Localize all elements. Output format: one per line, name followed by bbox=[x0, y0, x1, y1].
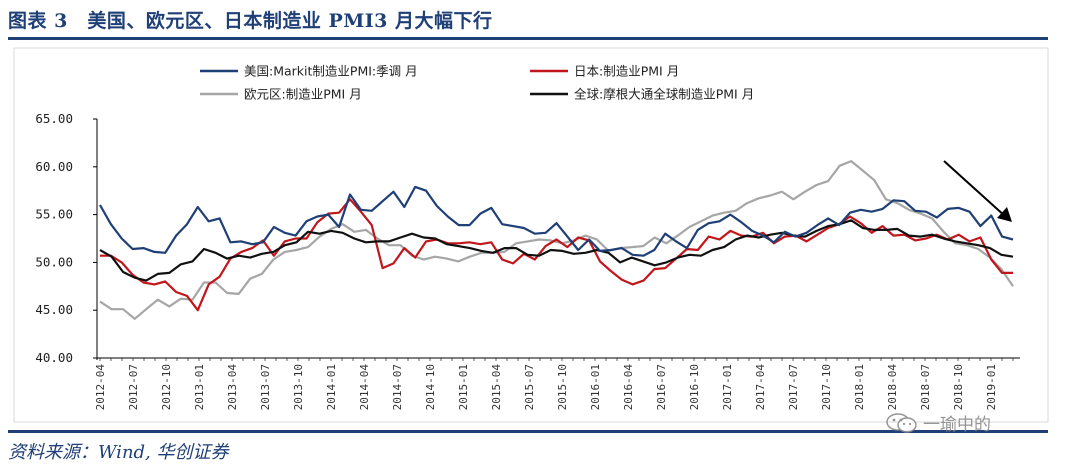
x-tick-label: 2017-04 bbox=[754, 364, 767, 411]
watermark: 一瑜中的 bbox=[885, 410, 991, 435]
y-tick-label: 60.00 bbox=[35, 159, 73, 174]
x-tick-label: 2018-10 bbox=[952, 364, 965, 410]
series-line-2 bbox=[99, 160, 1014, 320]
x-tick-label: 2013-01 bbox=[193, 364, 206, 410]
x-tick-label: 2012-10 bbox=[160, 364, 173, 410]
x-tick-label: 2014-10 bbox=[424, 364, 437, 410]
legend: 美国:Markit制造业PMI:季调 月 日本:制造业PMI 月欧元区:制造业PM… bbox=[200, 64, 754, 102]
legend-label-2: 欧元区:制造业PMI 月 bbox=[244, 87, 362, 102]
x-tick-label: 2014-01 bbox=[325, 364, 338, 410]
x-tick-label: 2015-07 bbox=[523, 364, 536, 410]
watermark-text: 一瑜中的 bbox=[923, 415, 991, 435]
wechat-icon bbox=[886, 412, 917, 433]
x-tick-label: 2018-04 bbox=[886, 364, 899, 411]
source-note: 资料来源：Wind, 华创证券 bbox=[8, 442, 229, 463]
chart-frame bbox=[13, 47, 1049, 423]
x-tick-label: 2015-01 bbox=[457, 364, 470, 410]
x-tick-label: 2016-01 bbox=[589, 364, 602, 410]
y-tick-label: 65.00 bbox=[35, 111, 73, 126]
x-tick-label: 2015-10 bbox=[556, 364, 569, 410]
legend-label-0: 美国:Markit制造业PMI:季调 月 bbox=[244, 64, 418, 79]
series-line-3 bbox=[99, 219, 1014, 282]
series-line-0 bbox=[99, 185, 1014, 257]
x-tick-label: 2017-01 bbox=[721, 364, 734, 410]
x-tick-label: 2016-10 bbox=[688, 364, 701, 410]
chart-title: 图表 3 美国、欧元区、日本制造业 PMI3 月大幅下行 bbox=[8, 10, 493, 32]
y-tick-label: 55.00 bbox=[35, 207, 73, 222]
x-tick-label: 2014-04 bbox=[358, 364, 371, 411]
x-tick-label: 2012-04 bbox=[94, 364, 107, 411]
series-line-1 bbox=[100, 198, 1013, 312]
x-tick-label: 2016-04 bbox=[622, 364, 635, 411]
x-tick-label: 2016-07 bbox=[655, 364, 668, 410]
x-tick-label: 2019-01 bbox=[985, 364, 998, 410]
x-tick-label: 2018-07 bbox=[919, 364, 932, 410]
x-tick-label: 2014-07 bbox=[391, 364, 404, 410]
x-tick-label: 2017-10 bbox=[820, 364, 833, 410]
trend-arrow-head bbox=[997, 207, 1012, 222]
x-tick-label: 2018-01 bbox=[853, 364, 866, 410]
legend-label-1: 日本:制造业PMI 月 bbox=[574, 64, 679, 79]
trend-arrow-line bbox=[943, 160, 1007, 218]
top-rule bbox=[8, 37, 1048, 40]
x-tick-label: 2017-07 bbox=[787, 364, 800, 410]
legend-label-3: 全球:摩根大通全球制造业PMI 月 bbox=[574, 87, 754, 102]
x-tick-label: 2013-10 bbox=[292, 364, 305, 410]
bottom-rule bbox=[8, 430, 1048, 433]
x-tick-label: 2015-04 bbox=[490, 364, 503, 411]
y-tick-label: 40.00 bbox=[35, 350, 73, 365]
axes: 40.00 45.00 50.00 55.00 60.00 65.00 2012-04 201… bbox=[35, 111, 1020, 410]
y-tick-label: 50.00 bbox=[35, 254, 73, 269]
series-layer bbox=[99, 160, 1014, 320]
x-tick-label: 2013-07 bbox=[259, 364, 272, 410]
x-tick-label: 2012-07 bbox=[127, 364, 140, 410]
y-tick-label: 45.00 bbox=[35, 302, 73, 317]
x-tick-label: 2013-04 bbox=[226, 364, 239, 411]
